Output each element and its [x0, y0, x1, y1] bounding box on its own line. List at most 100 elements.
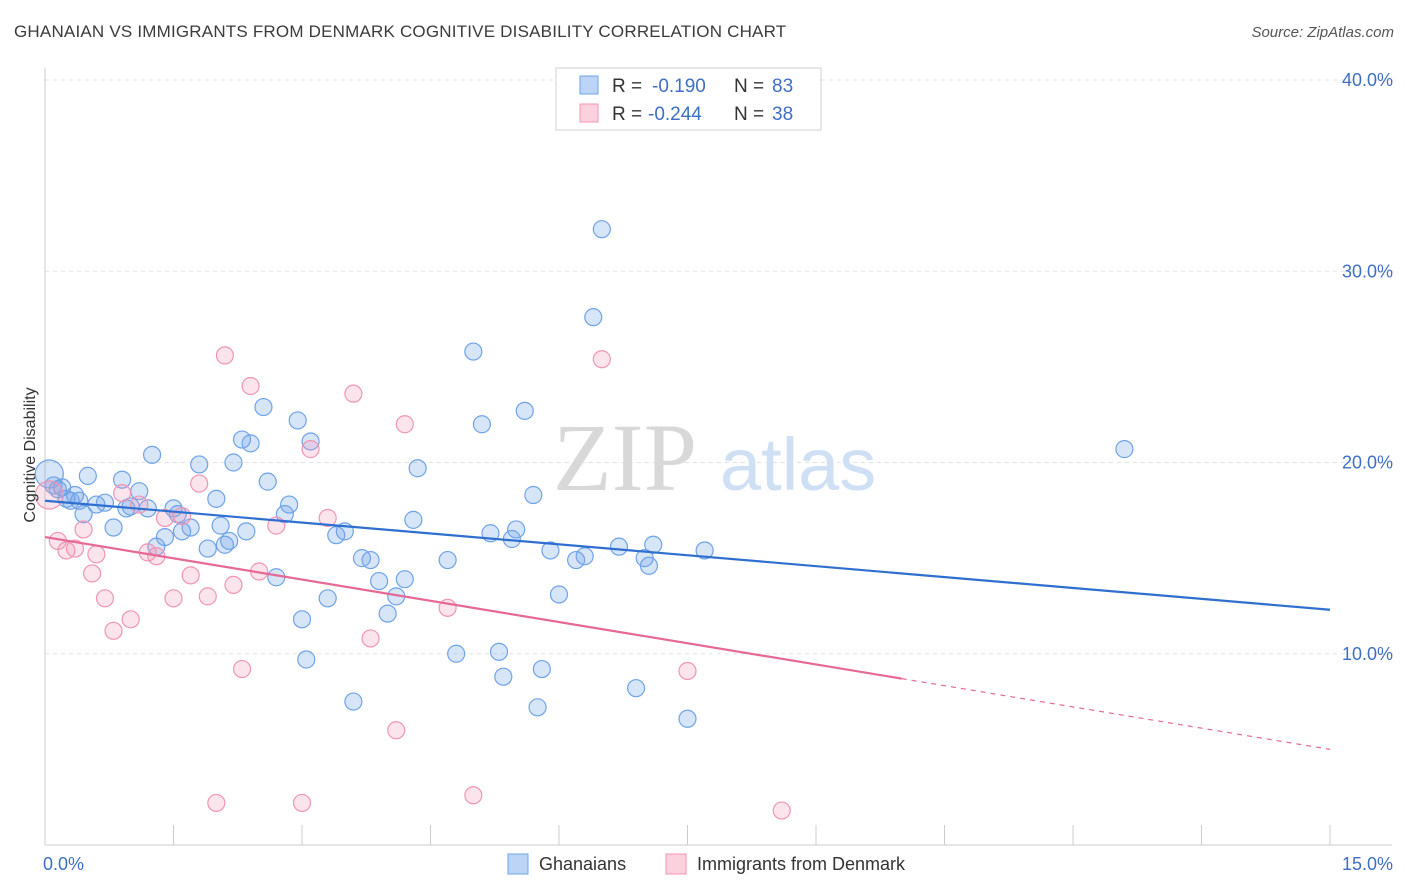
point-ghanaians: [190, 455, 209, 474]
point-ghanaians: [639, 556, 659, 575]
trend-line-ghanaians: [44, 499, 1331, 611]
point-denmark: [112, 484, 132, 503]
point-denmark: [198, 587, 217, 606]
point-ghanaians: [541, 541, 560, 560]
point-ghanaians: [592, 220, 611, 239]
point-ghanaians: [292, 610, 312, 629]
point-denmark: [121, 610, 140, 629]
point-denmark: [87, 545, 106, 564]
point-denmark: [395, 415, 414, 434]
trend-line-denmark-extrapolated: [901, 678, 1331, 750]
stats-legend: R = -0.190 N = 83 R = -0.244 N = 38: [555, 67, 822, 131]
legend-r-label-2: R =: [612, 104, 642, 125]
point-denmark: [772, 801, 791, 820]
point-ghanaians: [695, 541, 714, 560]
point-ghanaians: [95, 493, 115, 512]
chart-title: GHANAIAN VS IMMIGRANTS FROM DENMARK COGN…: [14, 22, 787, 41]
point-ghanaians: [370, 571, 389, 591]
point-ghanaians: [378, 604, 397, 623]
point-ghanaians: [408, 459, 427, 478]
point-ghanaians: [447, 644, 466, 663]
point-ghanaians: [626, 679, 646, 698]
point-ghanaians: [528, 698, 547, 717]
point-denmark: [361, 629, 380, 648]
point-denmark: [164, 589, 183, 608]
point-ghanaians: [211, 516, 230, 535]
point-ghanaians: [104, 518, 123, 537]
point-denmark: [181, 566, 200, 585]
point-denmark: [130, 495, 149, 514]
point-ghanaians: [489, 642, 509, 661]
point-ghanaians: [254, 397, 273, 417]
point-ghanaians: [344, 692, 363, 711]
y-axis-label: Cognitive Disability: [22, 387, 39, 522]
point-denmark: [292, 793, 312, 813]
point-denmark: [318, 508, 337, 528]
source-label: Source: ZipAtlas.com: [1251, 24, 1394, 41]
point-ghanaians: [507, 520, 526, 539]
point-ghanaians: [280, 495, 299, 514]
y-tick-label: 30.0%: [1342, 261, 1393, 281]
point-ghanaians: [327, 526, 346, 545]
legend-n-label-2: N =: [734, 104, 764, 125]
legend-n-value-1: 83: [772, 76, 793, 97]
point-ghanaians: [464, 342, 483, 361]
point-denmark: [678, 661, 697, 681]
point-ghanaians: [155, 527, 175, 547]
series-label-ghanaians: Ghanaians: [539, 854, 626, 874]
point-denmark: [215, 346, 234, 365]
legend-r-value-1: -0.190: [652, 76, 706, 97]
point-ghanaians: [575, 547, 594, 566]
grid-lines: [45, 79, 1395, 655]
point-ghanaians: [361, 550, 380, 570]
watermark-zip: ZIP: [553, 404, 697, 511]
point-ghanaians: [237, 522, 256, 541]
point-ghanaians: [241, 434, 260, 453]
point-ghanaians: [524, 485, 543, 505]
point-ghanaians: [678, 709, 697, 728]
tick-labels: 10.0% 20.0% 30.0% 40.0% 0.0% 15.0%: [43, 70, 1393, 874]
point-denmark: [224, 575, 243, 595]
legend-n-label-1: N =: [734, 76, 764, 97]
axes: [44, 68, 1392, 846]
point-ghanaians: [297, 650, 316, 669]
point-denmark: [592, 350, 611, 369]
point-ghanaians: [609, 537, 629, 556]
watermark-atlas: atlas: [720, 423, 876, 506]
point-ghanaians: [472, 415, 491, 434]
point-ghanaians: [644, 535, 663, 554]
legend-n-value-2: 38: [772, 104, 793, 125]
point-denmark: [241, 376, 260, 396]
point-ghanaians: [1115, 440, 1134, 459]
point-ghanaians: [584, 308, 603, 327]
legend-swatch-pink: [579, 103, 599, 123]
point-ghanaians: [142, 445, 162, 464]
point-ghanaians: [515, 401, 534, 420]
point-ghanaians: [207, 489, 226, 508]
point-denmark: [65, 539, 85, 558]
point-ghanaians: [220, 531, 239, 551]
point-ghanaians: [258, 472, 277, 491]
y-tick-label: 10.0%: [1342, 644, 1393, 664]
point-ghanaians: [48, 480, 67, 499]
x-tick-label: 15.0%: [1342, 854, 1393, 874]
point-denmark: [232, 659, 252, 679]
point-ghanaians: [318, 589, 337, 608]
point-denmark: [104, 621, 123, 640]
x-tick-label: 0.0%: [43, 854, 84, 874]
point-ghanaians: [567, 550, 586, 570]
point-ghanaians: [70, 491, 89, 510]
legend-swatch-blue: [579, 75, 599, 95]
point-ghanaians: [232, 430, 252, 449]
series-label-denmark: Immigrants from Denmark: [697, 854, 906, 874]
trend-lines: [44, 499, 1331, 750]
point-denmark: [83, 564, 102, 583]
point-ghanaians: [198, 539, 217, 558]
point-ghanaians: [438, 550, 457, 570]
point-denmark: [387, 721, 406, 740]
point-ghanaians: [301, 432, 320, 451]
point-ghanaians: [74, 505, 93, 524]
point-ghanaians: [532, 659, 551, 679]
point-ghanaians: [549, 585, 569, 604]
point-denmark: [344, 384, 363, 403]
